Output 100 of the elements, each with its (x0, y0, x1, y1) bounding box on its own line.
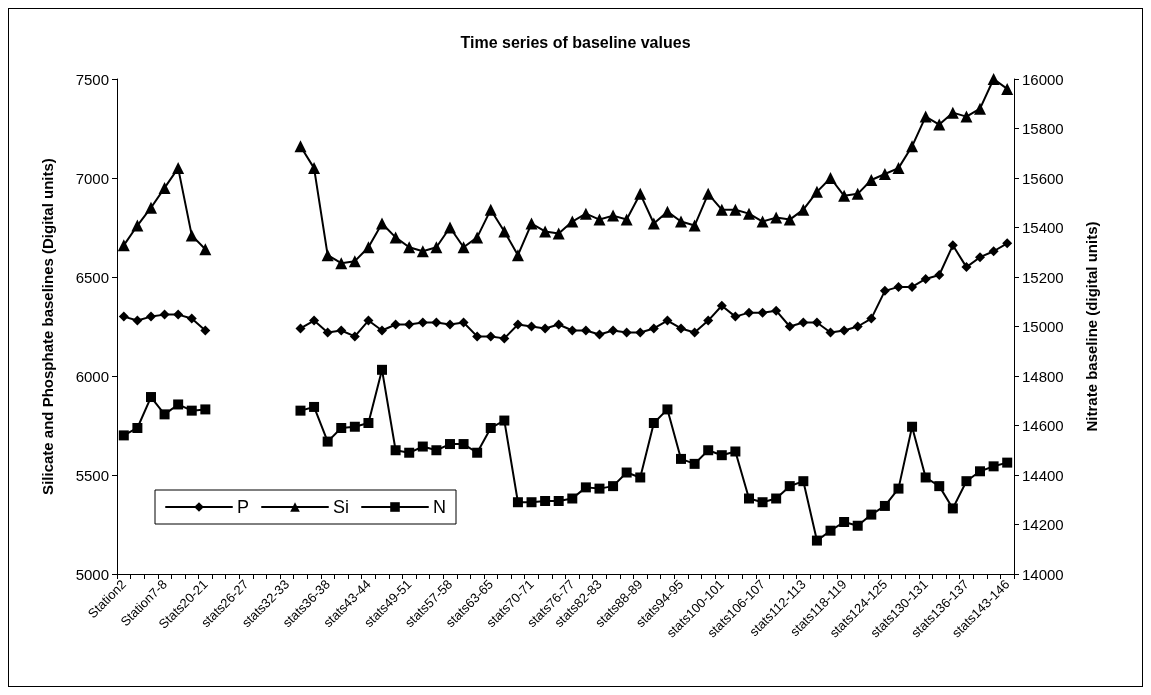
point (879, 285, 890, 296)
point (295, 405, 306, 416)
point (336, 422, 347, 433)
point (321, 249, 334, 262)
point (336, 325, 347, 336)
point (525, 217, 538, 230)
point (580, 325, 591, 336)
point (743, 493, 754, 504)
point (363, 418, 374, 429)
point (811, 317, 822, 328)
point (132, 315, 143, 326)
point (199, 243, 212, 256)
point (824, 172, 837, 184)
point (716, 300, 727, 311)
point (389, 231, 402, 244)
point (742, 207, 755, 220)
point (118, 311, 129, 322)
point (471, 231, 484, 244)
point (594, 329, 605, 340)
point (648, 418, 659, 429)
point (377, 325, 388, 336)
point (403, 241, 416, 254)
point (431, 445, 442, 456)
point (907, 421, 918, 432)
point (145, 311, 156, 322)
point (892, 162, 905, 175)
point (404, 447, 415, 458)
point (498, 225, 511, 238)
point (947, 240, 958, 251)
point (499, 415, 510, 426)
point (662, 404, 673, 415)
point (716, 450, 727, 461)
point (838, 189, 851, 202)
y2-tick-label: 14800 (1022, 367, 1064, 385)
point (811, 535, 822, 546)
y2-tick-label: 16000 (1022, 70, 1064, 88)
point (553, 319, 564, 330)
point (348, 255, 361, 268)
point (933, 118, 946, 131)
y-axis-title: Silicate and Phosphate baselines (Digital units) (39, 158, 56, 495)
y2-tick-label: 15800 (1022, 120, 1064, 137)
point (377, 364, 388, 375)
point (144, 201, 157, 214)
point (676, 453, 687, 464)
point (703, 315, 714, 326)
chart-title: Time series of baseline values (460, 33, 691, 51)
point (878, 168, 891, 181)
point (975, 466, 986, 477)
point (852, 321, 863, 332)
point (960, 110, 973, 123)
point (798, 476, 809, 487)
point (511, 249, 524, 262)
y-tick-label: 7500 (75, 70, 109, 88)
point (839, 325, 850, 336)
point (825, 327, 836, 338)
point (159, 409, 170, 420)
y-tick-label: 6500 (75, 268, 109, 286)
point (132, 422, 143, 433)
y2-tick-label: 15600 (1022, 169, 1064, 187)
point (417, 317, 428, 328)
point (879, 500, 890, 511)
point (363, 315, 374, 326)
point (797, 203, 810, 216)
point (771, 305, 782, 316)
point (784, 481, 795, 492)
point (961, 262, 972, 273)
y2-tick-label: 14400 (1022, 466, 1064, 484)
point (1002, 457, 1013, 468)
point (756, 215, 769, 228)
point (322, 436, 333, 447)
y-tick-label: 6000 (75, 367, 109, 385)
point (988, 461, 999, 472)
point (988, 246, 999, 257)
point (607, 209, 620, 222)
point (661, 205, 674, 218)
y2-tick-label: 14000 (1022, 565, 1064, 583)
point (620, 213, 633, 226)
legend-label: N (433, 497, 447, 517)
point (825, 525, 836, 536)
point (852, 520, 863, 531)
point (309, 315, 320, 326)
point (186, 313, 197, 324)
point (158, 181, 171, 194)
point (906, 140, 919, 153)
y-tick-label: 5500 (75, 466, 109, 484)
point (512, 319, 523, 330)
point (294, 140, 307, 153)
point (526, 497, 537, 508)
point (567, 493, 578, 504)
point (579, 207, 592, 220)
point (335, 257, 348, 270)
point (1002, 238, 1013, 249)
point (662, 315, 673, 326)
point (784, 321, 795, 332)
point (893, 281, 904, 292)
point (376, 217, 389, 230)
point (635, 472, 646, 483)
point (417, 441, 428, 452)
point (974, 102, 987, 115)
point (810, 185, 823, 198)
